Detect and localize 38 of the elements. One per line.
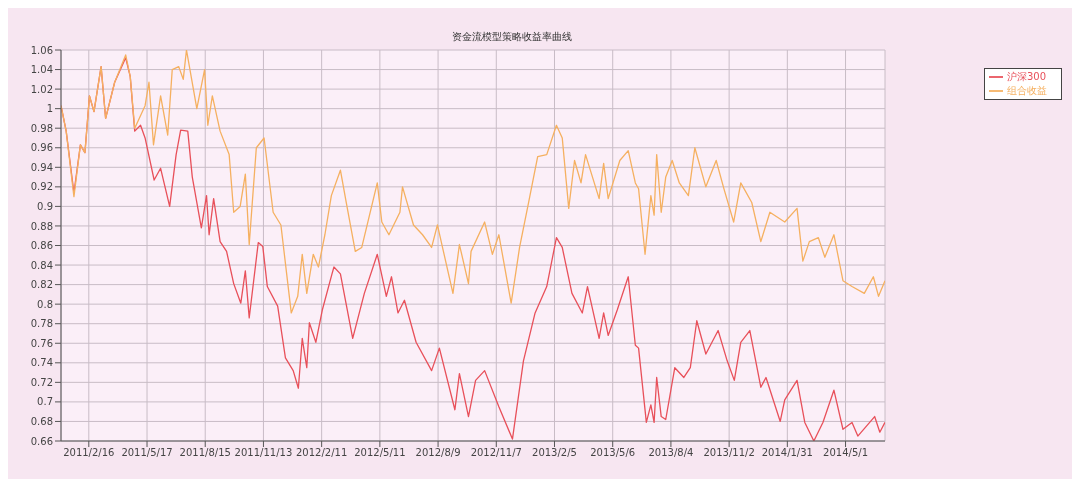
y-tick-label: 0.9 [37, 200, 53, 212]
x-tick-label: 2013/2/5 [532, 447, 577, 459]
x-tick-label: 2013/8/4 [648, 447, 694, 459]
y-tick-label: 0.76 [30, 337, 53, 349]
y-tick-label: 1.02 [30, 83, 53, 95]
y-tick-label: 1 [46, 103, 53, 115]
y-tick-label: 0.78 [30, 318, 53, 330]
y-tick-label: 0.98 [30, 122, 53, 134]
y-tick-label: 0.74 [30, 357, 53, 369]
x-tick-label: 2011/2/16 [63, 447, 115, 459]
x-tick-label: 2013/5/6 [590, 447, 636, 459]
y-tick-label: 0.72 [30, 376, 53, 388]
y-tick-label: 0.66 [30, 435, 53, 447]
x-tick-label: 2011/8/15 [179, 447, 231, 459]
y-tick-label: 0.88 [30, 220, 53, 232]
y-tick-label: 0.82 [30, 279, 53, 291]
x-tick-label: 2012/8/9 [415, 447, 461, 459]
y-tick-label: 0.68 [30, 416, 53, 427]
x-tick-label: 2014/1/31 [761, 447, 813, 459]
x-tick-label: 2011/11/13 [234, 447, 293, 459]
y-tick-label: 0.96 [30, 142, 53, 154]
y-tick-label: 0.94 [30, 161, 53, 173]
x-tick-label: 2011/5/17 [121, 447, 173, 459]
x-tick-label: 2013/11/2 [703, 447, 755, 459]
y-tick-label: 1.06 [30, 44, 53, 56]
x-tick-label: 2012/2/11 [296, 447, 348, 459]
legend-label: 组合收益 [1007, 85, 1047, 96]
x-tick-label: 2012/11/7 [470, 447, 522, 459]
y-tick-label: 0.86 [30, 240, 53, 252]
y-tick-label: 1.04 [30, 64, 53, 76]
y-tick-label: 0.8 [37, 298, 53, 310]
y-tick-label: 0.92 [30, 181, 53, 193]
y-tick-label: 0.7 [37, 396, 53, 408]
legend-label: 沪深300 [1007, 71, 1047, 82]
x-tick-label: 2014/5/1 [823, 447, 869, 459]
y-tick-label: 0.84 [30, 259, 53, 271]
x-tick-label: 2012/5/11 [354, 447, 406, 459]
chart-title: 资金流模型策略收益率曲线 [451, 30, 573, 44]
